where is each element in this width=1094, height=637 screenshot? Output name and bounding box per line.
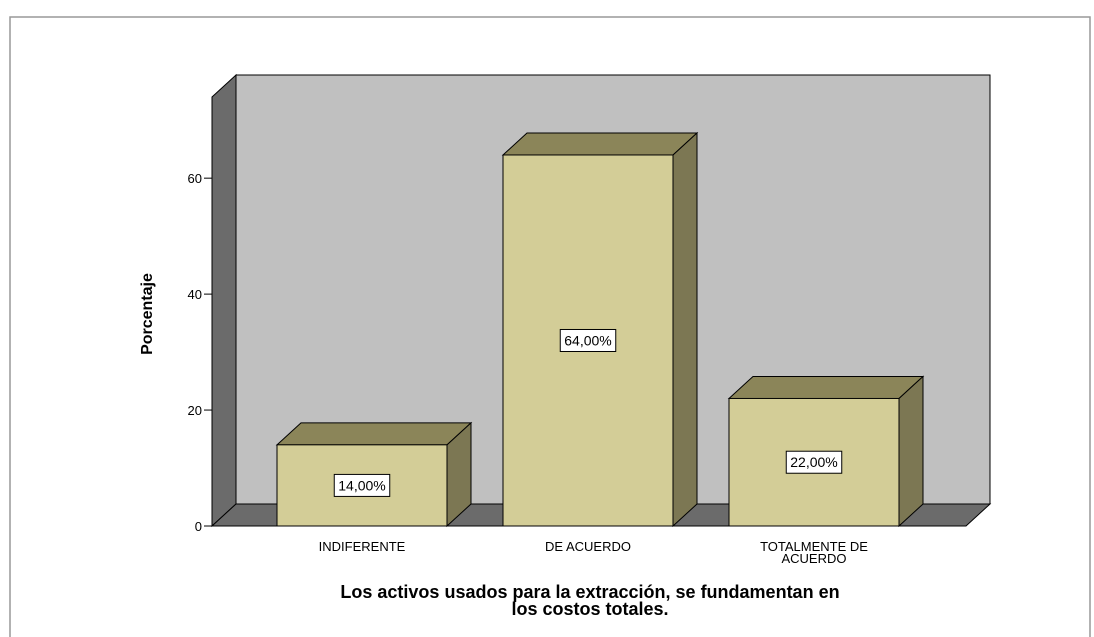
y-tick-label: 40	[188, 287, 202, 302]
x-axis-label: los costos totales.	[511, 599, 668, 619]
value-label-box	[785, 450, 843, 474]
x-axis-label: Los activos usados para la extracción, s…	[340, 582, 839, 602]
value-label: 22,00%	[790, 454, 837, 470]
bar-side	[672, 131, 698, 528]
x-tick-label: INDIFERENTE	[319, 539, 406, 554]
bar-top	[727, 375, 925, 399]
y-tick-label: 0	[195, 519, 202, 534]
y-tick-label: 20	[188, 403, 202, 418]
value-label: 64,00%	[564, 332, 611, 348]
bar-side	[898, 375, 924, 528]
x-tick-label: DE ACUERDO	[545, 539, 631, 554]
value-label-box	[559, 328, 617, 352]
frame	[9, 16, 1091, 637]
y-tick-label: 60	[188, 171, 202, 186]
value-label-box	[333, 473, 391, 497]
bar-top	[501, 132, 699, 156]
bar-top	[275, 422, 473, 446]
y-axis-label: Porcentaje	[139, 273, 156, 355]
value-label: 14,00%	[338, 477, 385, 493]
side-wall	[211, 73, 237, 528]
x-tick-label: TOTALMENTE DE ACUERDO	[760, 539, 868, 566]
